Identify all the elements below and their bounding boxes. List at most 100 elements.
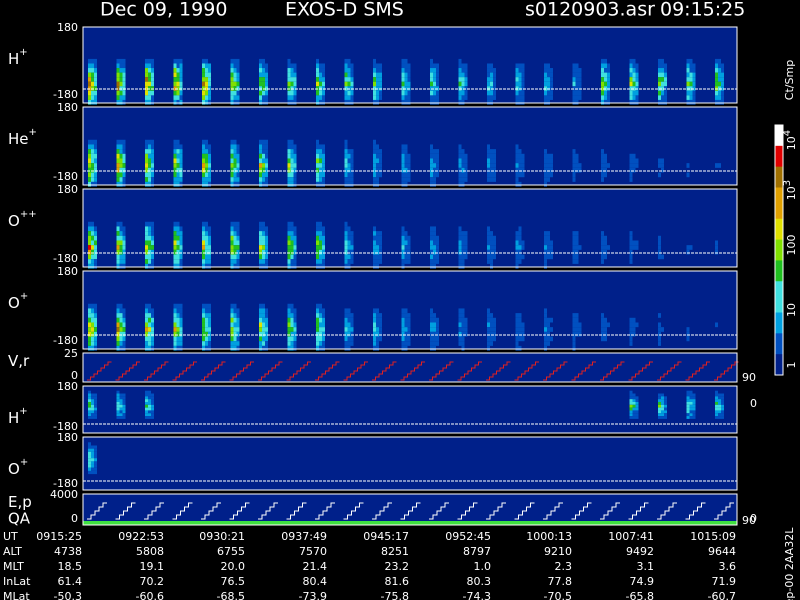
spectrogram-cell	[721, 63, 724, 69]
spectrogram-cell	[490, 68, 493, 73]
spectrogram-cell	[379, 167, 382, 173]
spectrogram-cell	[173, 68, 177, 73]
spectrogram-cell	[344, 177, 348, 182]
spectrogram-cell	[547, 158, 550, 164]
row-value: 23.2	[385, 560, 410, 573]
spectrogram-cell	[401, 226, 405, 232]
spectrogram-cell	[94, 445, 97, 449]
species-label: V,r	[8, 352, 30, 370]
spectrogram-cell	[401, 181, 405, 187]
spectrogram-cell	[176, 240, 180, 246]
spectrogram-cell	[259, 331, 262, 337]
spectrogram-cell	[290, 245, 294, 250]
spectrogram-cell	[401, 163, 405, 168]
panel-frame	[82, 188, 738, 268]
spectrogram-cell	[293, 172, 297, 178]
spectrogram-cell	[604, 245, 607, 250]
spectrogram-cell	[430, 144, 433, 150]
spectrogram-cell	[173, 317, 177, 323]
spectrogram-cell	[461, 235, 465, 241]
spectrogram-cell	[202, 99, 205, 105]
spectrogram-cell	[116, 221, 120, 227]
spectrogram-cell	[119, 245, 123, 250]
spectrogram-cell	[430, 331, 433, 337]
colorbar-base: 1	[785, 362, 798, 369]
spectrogram-cell	[119, 254, 123, 260]
spectrogram-cell	[493, 254, 496, 260]
spectrogram-cell	[515, 95, 519, 100]
spectrogram-cell	[287, 139, 291, 145]
spectrogram-cell	[433, 245, 436, 250]
spectrogram-cell	[202, 308, 205, 314]
spectrogram-cell	[376, 158, 379, 164]
spectrogram-cell	[173, 77, 177, 82]
spectrogram-cell	[290, 317, 294, 323]
spectrogram-cell	[262, 95, 265, 100]
spectrogram-cell	[521, 163, 525, 168]
spectrogram-cell	[550, 245, 553, 250]
spectrogram-cell	[521, 72, 525, 78]
spectrogram-cell	[718, 401, 721, 405]
y-tick-label: 0	[71, 512, 78, 525]
spectrogram-cell	[518, 90, 522, 96]
spectrogram-cell	[88, 235, 91, 241]
spectrogram-cell	[373, 345, 376, 351]
spectrogram-cell	[461, 95, 465, 100]
spectrogram-cell	[94, 158, 97, 164]
spectrogram-cell	[347, 172, 351, 178]
spectrogram-cell	[629, 249, 633, 255]
spectrogram-cell	[664, 404, 667, 408]
spectrogram-cell	[433, 317, 436, 323]
spectrogram-cell	[629, 68, 633, 73]
spectrogram-cell	[544, 177, 547, 182]
spectrogram-cell	[344, 153, 348, 159]
spectrogram-cell	[287, 81, 291, 87]
spectrogram-cell	[173, 313, 177, 318]
spectrogram-cell	[88, 451, 91, 456]
spectrogram-cell	[122, 404, 126, 408]
row-value: 4738	[54, 545, 82, 558]
spectrogram-cell	[233, 245, 237, 250]
spectrogram-cell	[347, 90, 351, 96]
spectrogram-cell	[176, 336, 180, 342]
spectrogram-cell	[344, 181, 348, 187]
spectrogram-cell	[544, 240, 547, 246]
spectrogram-cell	[208, 322, 211, 328]
spectrogram-cell	[490, 313, 493, 318]
spectrogram-cell	[265, 81, 268, 87]
spectrogram-cell	[319, 72, 322, 78]
spectrogram-cell	[259, 221, 262, 227]
spectrogram-cell	[401, 345, 405, 351]
spectrogram-cell	[658, 254, 661, 260]
spectrogram-cell	[259, 63, 262, 69]
spectrogram-cell	[344, 313, 348, 318]
spectrogram-cell	[458, 68, 462, 73]
spectrogram-cell	[629, 327, 633, 332]
spectrogram-cell	[544, 167, 547, 173]
row-value: 21.4	[303, 560, 328, 573]
spectrogram-cell	[88, 341, 91, 346]
spectrogram-cell	[116, 139, 120, 145]
spectrogram-cell	[601, 99, 604, 105]
spectrogram-cell	[544, 336, 547, 342]
spectrogram-cell	[629, 254, 633, 260]
spectrogram-cell	[91, 259, 94, 264]
spectrogram-cell	[202, 245, 205, 250]
spectrogram-cell	[94, 90, 97, 96]
spectrogram-cell	[179, 77, 183, 82]
spectrogram-cell	[376, 317, 379, 323]
spectrogram-cell	[376, 308, 379, 314]
colorbar-segment	[775, 354, 783, 366]
colorbar-segment	[775, 125, 783, 136]
spectrogram-cell	[88, 416, 91, 419]
spectrogram-cell	[233, 254, 237, 260]
y-tick-label: -180	[53, 252, 78, 265]
spectrogram-cell	[202, 68, 205, 73]
spectrogram-cell	[287, 58, 291, 64]
spectrogram-cell	[208, 158, 211, 164]
spectrogram-cell	[547, 331, 550, 337]
spectrogram-cell	[119, 396, 123, 400]
spectrogram-cell	[205, 245, 208, 250]
spectrogram-cell	[151, 240, 154, 246]
spectrogram-cell	[262, 167, 265, 173]
